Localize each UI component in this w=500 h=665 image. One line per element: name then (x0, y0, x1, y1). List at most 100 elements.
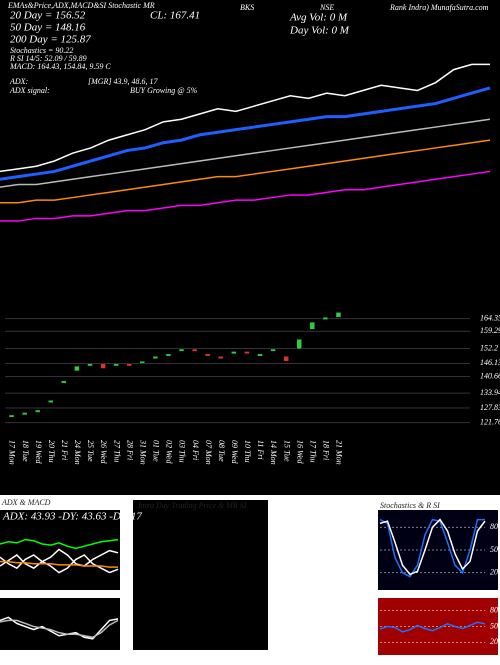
x-tick-label: 17 Mon (8, 440, 17, 465)
x-tick-label: 21 Fri (60, 440, 69, 460)
candle-body (335, 312, 342, 318)
candle-body (21, 412, 28, 416)
adx-signal: BUY Growing @ 5% (130, 86, 198, 95)
candle-body (231, 351, 237, 355)
adx-subtitle: ADX: 43.93 -DY: 43.63 -DI: 17 (2, 511, 142, 523)
x-tick-label: 18 Fri (322, 440, 331, 460)
candle-body (34, 409, 41, 413)
candle-body (139, 360, 146, 364)
series-line (379, 621, 486, 633)
candle-body (87, 363, 93, 367)
x-tick-label: 31 Mon (138, 439, 147, 465)
candle-body (257, 353, 263, 357)
candle-body (178, 348, 185, 352)
y-tick-label: 146.13 (480, 358, 500, 367)
series-line (0, 63, 490, 173)
x-tick-label: 21 Mon (335, 440, 344, 465)
x-tick-label: 11 Fri (256, 440, 265, 460)
candle-body (126, 363, 132, 367)
y-tick-label: 164.35 (480, 314, 500, 323)
x-tick-label: 10 Thu (243, 440, 252, 462)
x-tick-label: 03 Thu (178, 440, 187, 462)
x-tick-label: 04 Fri (191, 440, 200, 460)
x-tick-label: 09 Wed (230, 440, 239, 464)
candle-body (8, 414, 15, 418)
y-tick-label: 80 (490, 522, 498, 531)
x-tick-label: 20 Thu (47, 440, 56, 462)
symbol: BKS (240, 3, 254, 12)
series-line (0, 560, 118, 568)
site: Rank Indra) MunafaSutra.com (389, 3, 489, 12)
adx-signal-title: ADX signal: (9, 86, 50, 95)
candle-body (61, 380, 67, 384)
candle-body (309, 321, 316, 330)
series-line (0, 86, 491, 181)
rsi-label: R SI 14/5: 52.09 / 59.89 (9, 54, 87, 63)
y-tick-label: 50 (490, 621, 498, 630)
series-line (379, 518, 486, 576)
candle-body (152, 356, 159, 359)
y-tick-label: 80 (490, 605, 498, 614)
y-tick-label: 152.2 (480, 343, 498, 352)
x-tick-label: 14 Mon (269, 440, 278, 465)
x-tick-label: 16 Wed (295, 440, 304, 464)
intraday-title: Intra Day Trading Price & MR SI (137, 501, 247, 510)
y-tick-label: 159.29 (480, 326, 500, 335)
candle-body (204, 353, 211, 357)
stoch-title: Stochastics & R SI (380, 501, 440, 510)
x-tick-label: 07 Mon (204, 440, 213, 465)
series-line (0, 619, 119, 639)
candle-body (48, 400, 54, 403)
y-tick-label: 20 (490, 637, 498, 646)
series-line (379, 518, 485, 578)
candle-body (283, 356, 289, 362)
candle-body (100, 363, 106, 369)
x-tick-label: 01 Tue (152, 440, 161, 462)
x-tick-label: 28 Fri (125, 440, 134, 460)
adx-values: [MGR] 43.9, 48.6, 17 (88, 77, 159, 86)
x-tick-label: 26 Wed (99, 440, 108, 464)
x-tick-label: 17 Thu (308, 440, 317, 462)
series-line (0, 616, 119, 640)
exchange: NSE (319, 3, 334, 12)
y-tick-label: 50 (490, 545, 498, 554)
y-tick-label: 20 (490, 568, 498, 577)
series-line (0, 548, 119, 570)
candle-body (218, 356, 224, 359)
ema50: 50 Day = 148.16 (10, 22, 86, 34)
candle-body (296, 338, 302, 350)
day-vol: Day Vol: 0 M (289, 25, 350, 37)
avg-vol: Avg Vol: 0 M (289, 12, 348, 24)
ema20: 20 Day = 156.52 (10, 10, 86, 22)
series-line (0, 118, 491, 188)
macd-label: MACD: 164.43, 154.84, 9.59 C (9, 62, 111, 71)
y-tick-label: 133.94 (480, 388, 500, 397)
candle-body (113, 363, 119, 367)
x-tick-label: 02 Wed (165, 440, 174, 464)
x-tick-label: 08 Tue (217, 440, 226, 462)
header-title: EMAs&Price,ADX,MACD&SI Stochastic MR (7, 1, 155, 10)
series-line (0, 139, 491, 204)
x-tick-label: 18 Tue (21, 440, 30, 462)
stoch-label: Stochastics = 90.22 (10, 46, 73, 55)
candle-body (191, 348, 198, 352)
x-tick-label: 15 Tue (282, 440, 291, 462)
candle-body (74, 365, 80, 372)
y-tick-label: 121.76 (480, 418, 500, 427)
adx-panel-title: ADX & MACD (1, 498, 51, 507)
intraday-bg (133, 500, 268, 650)
series-line (0, 538, 119, 550)
x-tick-label: 19 Wed (34, 440, 43, 464)
y-tick-label: 127.83 (480, 403, 500, 412)
x-tick-label: 25 Tue (86, 440, 95, 462)
series-line (0, 170, 491, 222)
x-tick-label: 27 Thu (112, 440, 121, 462)
ema200: 200 Day = 125.87 (10, 34, 91, 46)
adx-title: ADX: (9, 77, 29, 86)
x-tick-label: 24 Mon (73, 440, 82, 465)
y-tick-label: 140.66 (480, 371, 500, 380)
candle-body (270, 348, 276, 352)
candle-body (165, 353, 172, 357)
candle-body (244, 351, 250, 355)
